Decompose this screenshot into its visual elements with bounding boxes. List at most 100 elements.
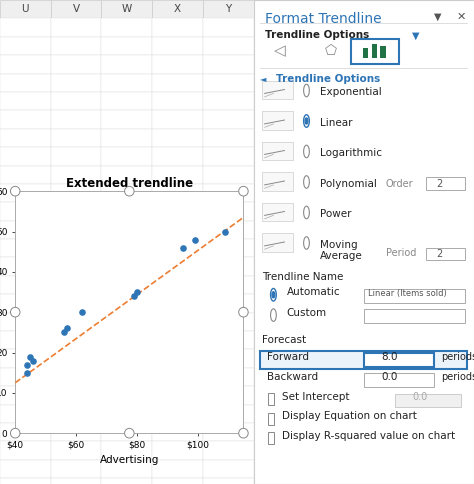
FancyBboxPatch shape: [152, 257, 203, 276]
FancyBboxPatch shape: [152, 110, 203, 129]
FancyBboxPatch shape: [0, 74, 51, 92]
FancyBboxPatch shape: [363, 48, 368, 58]
Text: Trendline Name: Trendline Name: [263, 272, 344, 282]
FancyBboxPatch shape: [0, 239, 51, 257]
Text: Linear: Linear: [319, 118, 352, 128]
FancyBboxPatch shape: [152, 460, 203, 478]
FancyBboxPatch shape: [260, 351, 467, 369]
FancyBboxPatch shape: [254, 0, 474, 484]
FancyBboxPatch shape: [203, 0, 254, 18]
Text: 2: 2: [437, 179, 443, 189]
FancyBboxPatch shape: [0, 221, 51, 239]
FancyBboxPatch shape: [268, 412, 274, 425]
FancyBboxPatch shape: [426, 248, 465, 260]
FancyBboxPatch shape: [263, 203, 293, 221]
FancyBboxPatch shape: [101, 0, 152, 18]
FancyBboxPatch shape: [372, 44, 377, 58]
FancyBboxPatch shape: [426, 177, 465, 190]
FancyBboxPatch shape: [152, 368, 203, 386]
FancyBboxPatch shape: [152, 478, 203, 484]
Point: [24, 369, 31, 377]
FancyBboxPatch shape: [203, 184, 254, 202]
Text: 2: 2: [437, 249, 443, 259]
Text: Backward: Backward: [267, 372, 318, 382]
FancyBboxPatch shape: [51, 257, 101, 276]
FancyBboxPatch shape: [203, 257, 254, 276]
Circle shape: [271, 288, 276, 301]
FancyBboxPatch shape: [101, 18, 152, 37]
FancyBboxPatch shape: [51, 441, 101, 460]
Text: V: V: [73, 4, 80, 14]
Text: ✕: ✕: [456, 12, 466, 22]
FancyBboxPatch shape: [203, 460, 254, 478]
Text: Logarithmic: Logarithmic: [319, 148, 382, 158]
Text: ▼: ▼: [434, 12, 442, 22]
FancyBboxPatch shape: [203, 221, 254, 239]
FancyBboxPatch shape: [152, 331, 203, 349]
Text: Period: Period: [386, 248, 416, 258]
Text: Automatic: Automatic: [287, 287, 340, 297]
FancyBboxPatch shape: [51, 460, 101, 478]
Title: Extended trendline: Extended trendline: [66, 177, 193, 190]
FancyBboxPatch shape: [364, 353, 434, 367]
FancyBboxPatch shape: [203, 18, 254, 37]
FancyBboxPatch shape: [203, 441, 254, 460]
Point: [30, 357, 37, 364]
Text: ⬠: ⬠: [325, 44, 337, 58]
FancyBboxPatch shape: [203, 147, 254, 166]
FancyBboxPatch shape: [101, 202, 152, 221]
Text: Format Trendline: Format Trendline: [264, 12, 381, 26]
FancyBboxPatch shape: [101, 239, 152, 257]
Text: Forward: Forward: [267, 352, 309, 362]
FancyBboxPatch shape: [51, 129, 101, 147]
FancyBboxPatch shape: [51, 166, 101, 184]
Text: Moving
Average: Moving Average: [319, 240, 363, 261]
FancyBboxPatch shape: [51, 110, 101, 129]
FancyBboxPatch shape: [152, 92, 203, 110]
FancyBboxPatch shape: [101, 441, 152, 460]
Point: [191, 236, 199, 243]
FancyBboxPatch shape: [0, 441, 51, 460]
FancyBboxPatch shape: [51, 0, 101, 18]
FancyBboxPatch shape: [263, 233, 293, 252]
Circle shape: [304, 176, 310, 188]
FancyBboxPatch shape: [0, 166, 51, 184]
FancyBboxPatch shape: [0, 0, 51, 18]
FancyBboxPatch shape: [101, 92, 152, 110]
FancyBboxPatch shape: [152, 129, 203, 147]
FancyBboxPatch shape: [263, 111, 293, 130]
FancyBboxPatch shape: [101, 313, 152, 331]
FancyBboxPatch shape: [51, 349, 101, 368]
FancyBboxPatch shape: [101, 423, 152, 441]
FancyBboxPatch shape: [152, 74, 203, 92]
FancyBboxPatch shape: [203, 478, 254, 484]
FancyBboxPatch shape: [0, 257, 51, 276]
FancyBboxPatch shape: [0, 386, 51, 405]
FancyBboxPatch shape: [203, 92, 254, 110]
Text: Trendline Options: Trendline Options: [264, 30, 369, 41]
FancyBboxPatch shape: [152, 423, 203, 441]
FancyBboxPatch shape: [101, 294, 152, 313]
FancyBboxPatch shape: [152, 202, 203, 221]
Point: [179, 244, 186, 252]
FancyBboxPatch shape: [152, 386, 203, 405]
FancyBboxPatch shape: [51, 294, 101, 313]
Point: [133, 288, 141, 296]
FancyBboxPatch shape: [0, 423, 51, 441]
Text: 8.0: 8.0: [382, 352, 398, 362]
X-axis label: Advertising: Advertising: [100, 455, 159, 466]
FancyBboxPatch shape: [0, 37, 51, 55]
Text: Exponential: Exponential: [319, 87, 382, 97]
FancyBboxPatch shape: [101, 147, 152, 166]
Point: [221, 227, 229, 235]
Circle shape: [272, 292, 275, 298]
FancyBboxPatch shape: [101, 221, 152, 239]
FancyBboxPatch shape: [101, 129, 152, 147]
FancyBboxPatch shape: [51, 331, 101, 349]
FancyBboxPatch shape: [152, 405, 203, 423]
FancyBboxPatch shape: [51, 239, 101, 257]
Circle shape: [305, 118, 308, 124]
FancyBboxPatch shape: [203, 331, 254, 349]
FancyBboxPatch shape: [0, 129, 51, 147]
FancyBboxPatch shape: [101, 331, 152, 349]
